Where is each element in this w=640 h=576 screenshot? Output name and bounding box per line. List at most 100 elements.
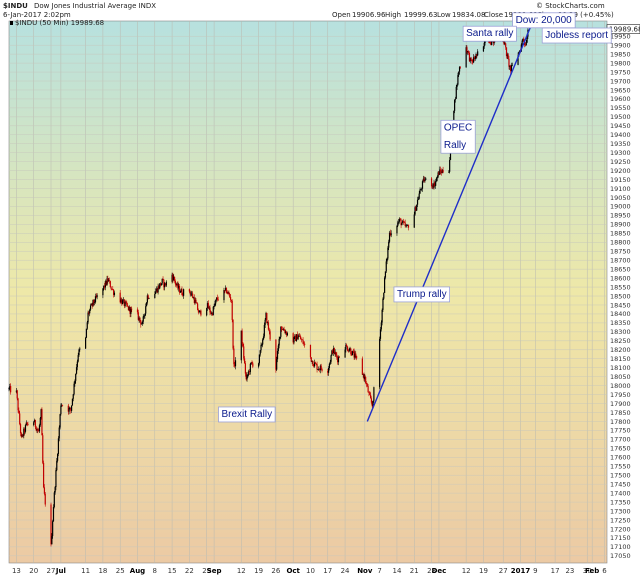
candle: [437, 171, 439, 179]
candle-body: [268, 329, 270, 332]
candle-body: [180, 289, 182, 293]
last-price-tag: 19989.68: [606, 24, 640, 34]
candle-body: [442, 169, 444, 173]
candle: [332, 349, 334, 355]
candle-body: [477, 51, 479, 56]
candle: [179, 290, 181, 293]
candle: [505, 42, 507, 50]
x-tick-label: 14: [392, 567, 401, 575]
candle: [438, 170, 440, 176]
candle-body: [503, 40, 505, 45]
candle-body: [61, 405, 64, 407]
candle: [521, 39, 523, 47]
y-tick-label: 17050: [610, 552, 631, 560]
candle: [522, 38, 524, 42]
candle: [267, 321, 269, 326]
candle: [206, 307, 208, 317]
candle: [442, 166, 444, 174]
candle-body: [110, 287, 112, 289]
candle: [20, 431, 22, 439]
candle: [363, 372, 365, 382]
candle-body: [365, 383, 368, 385]
candle-body: [87, 312, 89, 323]
open-value: 19906.96: [352, 11, 386, 19]
candle-body: [260, 344, 262, 351]
candle-body: [404, 222, 406, 227]
candle-body: [420, 189, 422, 190]
candle-body: [385, 261, 387, 272]
candle-body: [417, 198, 419, 200]
candle: [87, 310, 89, 325]
candle: [353, 348, 355, 361]
candle: [299, 334, 302, 340]
candle-body: [69, 407, 71, 409]
candle: [506, 52, 508, 60]
candle-body: [332, 350, 334, 354]
candle-body: [373, 387, 375, 401]
candle: [227, 291, 229, 295]
candle-body: [262, 336, 265, 340]
quote-strip: Open 19906.96 High 19999.63 Low 19834.08…: [332, 11, 537, 19]
candle: [441, 168, 443, 174]
candle-body: [416, 204, 418, 211]
candle: [233, 345, 235, 367]
candle: [93, 299, 95, 306]
candle: [178, 283, 181, 295]
candle: [125, 299, 127, 305]
candle-body: [197, 310, 200, 313]
candle-body: [337, 357, 339, 363]
candle: [181, 286, 183, 296]
candle-body: [108, 280, 110, 282]
candle-body: [370, 398, 373, 403]
candle-body: [229, 294, 231, 298]
candle: [122, 297, 125, 303]
candle-body: [18, 410, 20, 414]
candle: [385, 258, 387, 273]
candle-body: [473, 57, 475, 59]
candle: [54, 486, 56, 495]
candle-body: [42, 462, 45, 488]
candle-body: [207, 303, 209, 309]
candle: [120, 297, 122, 304]
candle-body: [172, 274, 174, 280]
candle: [33, 421, 35, 427]
candle-body: [70, 407, 72, 411]
candle-body: [441, 169, 443, 174]
y-tick-label: 18800: [610, 239, 631, 247]
index-name: Dow Jones Industrial Average INDX: [34, 2, 156, 10]
candle-body: [244, 363, 246, 374]
candle-body: [8, 388, 10, 390]
y-tick-label: 19600: [610, 95, 631, 103]
candle: [456, 83, 458, 90]
candle: [61, 403, 63, 407]
candle: [44, 491, 46, 507]
candle-body: [419, 189, 421, 194]
candle-body: [75, 367, 78, 374]
candle-body: [54, 487, 56, 493]
candle: [207, 300, 209, 309]
candle: [386, 257, 388, 265]
candle-body: [295, 334, 298, 341]
candle-body: [109, 281, 111, 288]
annotation-box: [462, 25, 517, 42]
candle: [19, 422, 22, 437]
candle-body: [178, 285, 181, 293]
candle-body: [139, 317, 141, 321]
candle-body: [506, 54, 508, 57]
y-tick-label: 17150: [610, 534, 631, 542]
candle: [214, 300, 216, 307]
candle: [400, 218, 402, 229]
candle: [282, 327, 284, 331]
candle: [510, 64, 512, 75]
candle-body: [384, 271, 387, 278]
candle-body: [435, 178, 438, 182]
candle: [94, 299, 96, 306]
candle: [336, 352, 338, 360]
candle-body: [405, 225, 407, 227]
candle-body: [262, 339, 264, 345]
candle-body: [241, 330, 243, 345]
candle: [469, 57, 471, 64]
candle-body: [388, 232, 391, 242]
candle-body: [215, 299, 217, 304]
candle-body: [96, 295, 98, 298]
